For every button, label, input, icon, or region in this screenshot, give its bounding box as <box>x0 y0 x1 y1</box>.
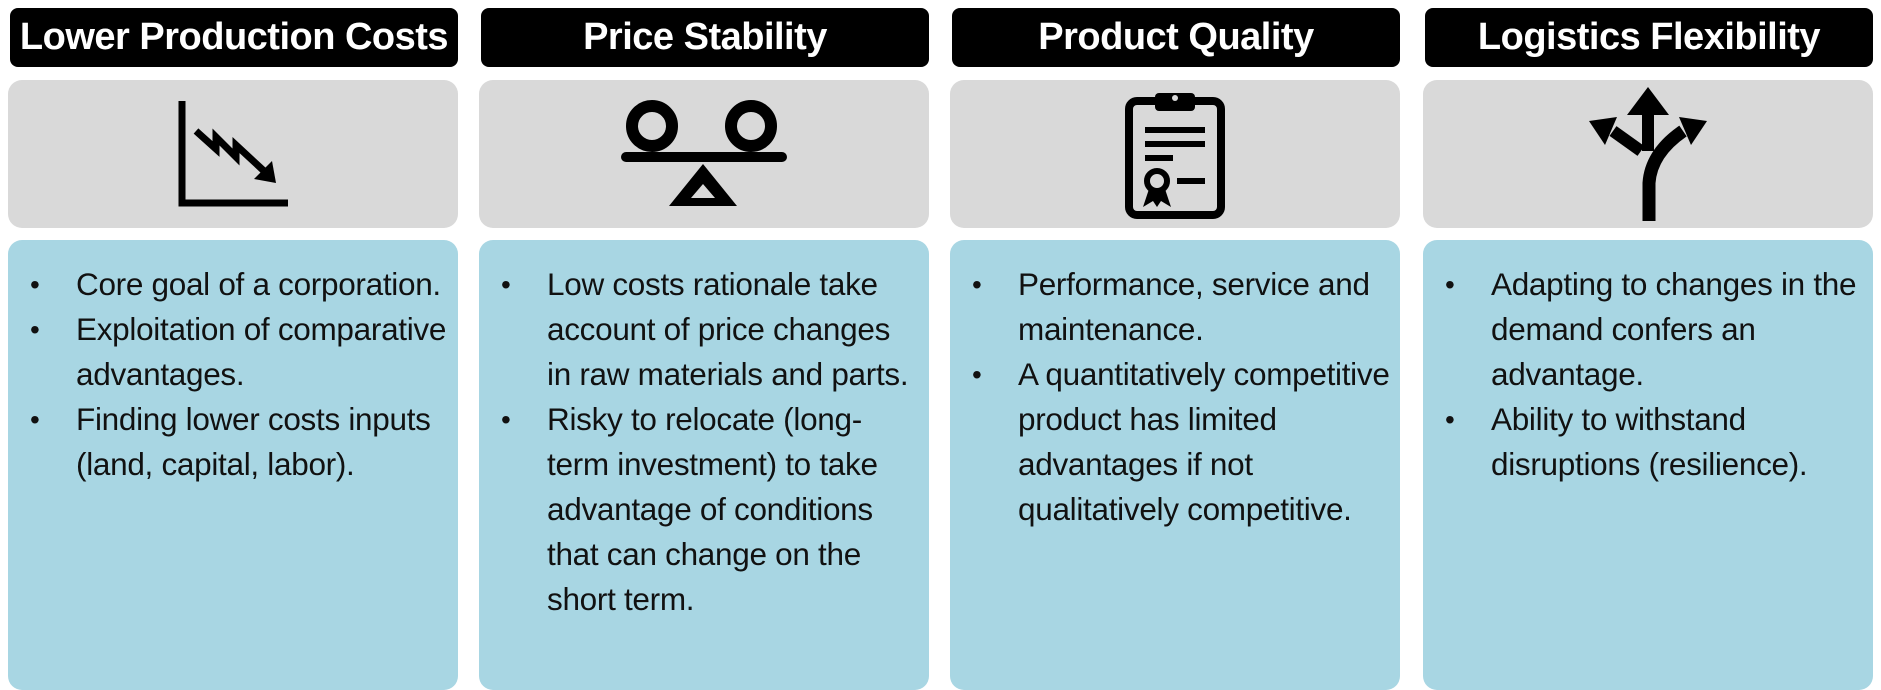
column-title: Logistics Flexibility <box>1425 8 1873 67</box>
text-panel: • Low costs rationale take account of pri… <box>479 240 929 690</box>
bullet-list: • Core goal of a corporation. • Exploitati… <box>26 262 448 487</box>
column-product-quality: Product Quality • Performance, service an… <box>950 0 1400 690</box>
list-item: • A quantitatively competitive product ha… <box>972 356 1390 527</box>
bullet-list: • Low costs rationale take account of pri… <box>497 262 919 622</box>
balance-scale-icon <box>621 100 787 206</box>
branching-arrows-icon <box>1589 86 1707 221</box>
bullet-list: • Performance, service and maintenance. •… <box>968 262 1390 532</box>
icon-panel <box>479 80 929 228</box>
list-item: • Low costs rationale take account of pri… <box>501 266 909 392</box>
list-item: • Adapting to changes in the demand confe… <box>1445 266 1857 392</box>
column-title: Product Quality <box>952 8 1400 67</box>
list-item: • Finding lower costs inputs (land, capit… <box>30 401 431 482</box>
column-price-stability: Price Stability • Low costs rationale tak… <box>479 0 929 690</box>
text-panel: • Performance, service and maintenance. •… <box>950 240 1400 690</box>
text-panel: • Adapting to changes in the demand confe… <box>1423 240 1873 690</box>
list-item: • Core goal of a corporation. <box>30 266 441 302</box>
column-title: Lower Production Costs <box>10 8 458 67</box>
list-item: • Exploitation of comparative advantages. <box>30 311 447 392</box>
column-lower-production-costs: Lower Production Costs • Core goal of a c… <box>8 0 458 690</box>
certificate-clipboard-icon <box>1125 93 1225 219</box>
declining-chart-icon <box>178 101 288 207</box>
icon-panel <box>1423 80 1873 228</box>
icon-panel <box>950 80 1400 228</box>
column-logistics-flexibility: Logistics Flexibility • Adapting to chang… <box>1423 0 1873 690</box>
list-item: • Risky to relocate (long-term investment… <box>501 401 878 617</box>
bullet-list: • Adapting to changes in the demand confe… <box>1441 262 1863 487</box>
text-panel: • Core goal of a corporation. • Exploitati… <box>8 240 458 690</box>
list-item: • Ability to withstand disruptions (resil… <box>1445 401 1808 482</box>
column-title: Price Stability <box>481 8 929 67</box>
icon-panel <box>8 80 458 228</box>
list-item: • Performance, service and maintenance. <box>972 266 1370 347</box>
